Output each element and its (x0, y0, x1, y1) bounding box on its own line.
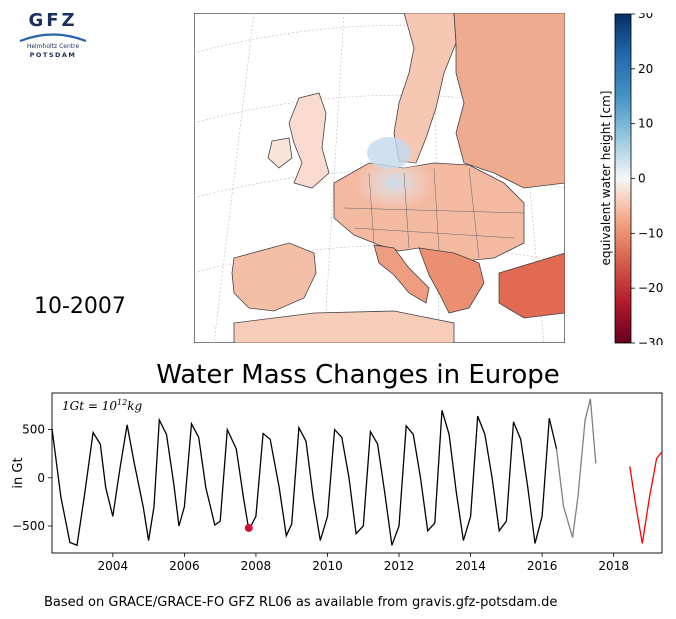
europe-map (194, 13, 565, 343)
water-gain-core (367, 137, 411, 169)
colorbar-gradient (614, 13, 632, 344)
x-tick-label: 2006 (169, 559, 200, 573)
series-lines (51, 398, 663, 547)
series-line-grace (51, 410, 558, 547)
colorbar-tick-label: 20 (638, 62, 653, 76)
y-axis-ticks: 500 0 −500 (12, 423, 52, 533)
logo-subtitle: Helmholtz Centre (26, 43, 80, 50)
timeseries-chart: 500 0 −500 2004 2006 2008 2010 2012 2014 2016 201… (11, 392, 663, 573)
colorbar: 30 20 10 0 −10 −20 −30 equivalent water height… (600, 13, 663, 345)
water-gain-region (354, 155, 434, 211)
current-marker (244, 523, 253, 532)
colorbar-ticks: 30 20 10 0 −10 −20 −30 (631, 13, 663, 345)
y-tick-label: 0 (37, 471, 45, 485)
logo-city: POTSDAM (29, 51, 77, 59)
colorbar-tick-label: 30 (638, 13, 653, 21)
x-tick-label: 2014 (455, 559, 486, 573)
colorbar-label: equivalent water height [cm] (600, 91, 613, 266)
data-source-footer: Based on GRACE/GRACE-FO GFZ RL06 as avai… (44, 595, 558, 610)
x-axis-ticks: 2004 2006 2008 2010 2012 2014 2016 2018 (98, 553, 629, 573)
plot-frame (51, 392, 663, 554)
x-tick-label: 2012 (384, 559, 415, 573)
y-tick-label: −500 (12, 519, 45, 533)
gfz-logo: GFZ Helmholtz Centre POTSDAM (18, 10, 98, 65)
x-tick-label: 2016 (527, 559, 558, 573)
x-tick-label: 2018 (598, 559, 629, 573)
current-month-marker (244, 523, 253, 532)
mass-unit-annotation: 1Gt = 1012kg (62, 398, 142, 413)
logo-title: GFZ (28, 10, 78, 31)
colorbar-tick-label: −10 (638, 226, 663, 240)
series-line-grace-extended (555, 398, 597, 538)
x-tick-label: 2004 (98, 559, 129, 573)
x-tick-label: 2010 (312, 559, 343, 573)
y-axis-label: in Gt (11, 457, 26, 488)
logo-arc-icon (19, 33, 87, 42)
y-tick-label: 500 (22, 423, 45, 437)
x-tick-label: 2008 (241, 559, 272, 573)
chart-title: Water Mass Changes in Europe (156, 360, 560, 390)
colorbar-tick-label: 0 (638, 172, 646, 186)
colorbar-tick-label: −20 (638, 281, 663, 295)
series-line-grace-fo (629, 451, 663, 544)
colorbar-tick-label: −30 (638, 336, 663, 345)
date-label: 10-2007 (34, 294, 126, 319)
colorbar-tick-label: 10 (638, 117, 653, 131)
land-masses (231, 13, 565, 343)
country-borders (343, 167, 525, 259)
